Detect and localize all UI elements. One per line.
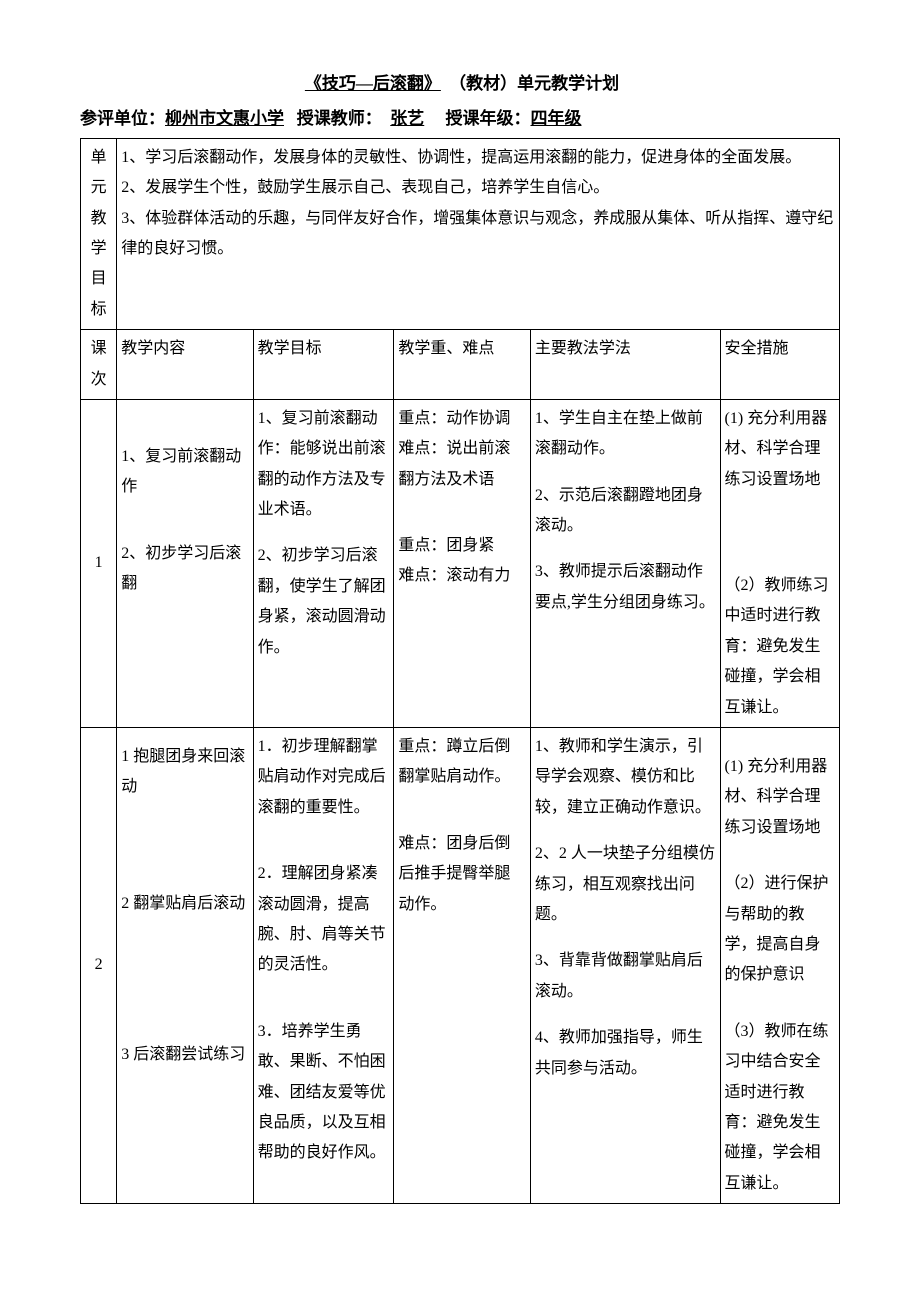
col-goal: 教学目标 [253,330,394,400]
focus-item: 重点：团身紧 难点：滚动有力 [398,531,525,592]
title-plain: （教材）单元教学计划 [449,74,619,93]
lesson-focus-cell: 重点：动作协调 难点：说出前滚翻方法及术语 重点：团身紧 难点：滚动有力 [394,399,530,727]
lesson-num: 1 [91,548,107,578]
org-value: 柳州市文惠小学 [165,109,284,128]
lesson-goal-cell: 1、复习前滚翻动作：能够说出前滚翻的动作方法及专业术语。 2、初步学习后滚翻，使… [253,399,394,727]
safe-item: （3）教师在练习中结合安全适时进行教育：避免发生碰撞，学会相互谦让。 [725,1017,835,1199]
content-item: 2 翻掌贴肩后滚动 [121,889,248,919]
safe-item: （2）进行保护与帮助的教学，提高自身的保护意识 [725,869,835,991]
goal-line: 1、学习后滚翻动作，发展身体的灵敏性、协调性，提高运用滚翻的能力，促进身体的全面… [121,143,835,173]
lesson-row: 1 1、复习前滚翻动作 2、初步学习后滚翻 1、复习前滚翻动作：能够说出前滚翻的… [81,399,840,727]
goals-label: 单元教学目标 [91,143,107,325]
goals-cell: 1、学习后滚翻动作，发展身体的灵敏性、协调性，提高运用滚翻的能力，促进身体的全面… [117,138,840,329]
col-method: 主要教法学法 [530,330,720,400]
method-item: 2、2 人一块垫子分组模仿练习，相互观察找出问题。 [535,839,716,930]
safe-item: （2）教师练习中适时进行教育：避免发生碰撞，学会相互谦让。 [725,571,835,723]
teacher-value: 张艺 [390,109,424,128]
col-safe-text: 安全措施 [725,340,789,357]
col-focus: 教学重、难点 [394,330,530,400]
org-label: 参评单位： [80,109,165,128]
lesson-focus-cell: 重点：蹲立后倒翻掌贴肩动作。 难点：团身后倒后推手提臀举腿动作。 [394,728,530,1204]
goal-item: 2、初步学习后滚翻，使学生了解团身紧，滚动圆滑动作。 [258,541,390,663]
goal-item: 3．培养学生勇敢、果断、不怕困难、团结友爱等优良品质，以及互相帮助的良好作风。 [258,1017,390,1169]
lesson-num-cell: 2 [81,728,117,1204]
method-item: 2、示范后滚翻蹬地团身滚动。 [535,481,716,542]
teacher-label: 授课教师： [297,109,382,128]
focus-item: 难点：团身后倒后推手提臀举腿动作。 [398,829,525,920]
header-row: 课次 教学内容 教学目标 教学重、难点 主要教法学法 安全措施 [81,330,840,400]
lesson-goal-cell: 1．初步理解翻掌贴肩动作对完成后滚翻的重要性。 2．理解团身紧凑滚动圆滑，提高腕… [253,728,394,1204]
method-item: 1、教师和学生演示，引导学会观察、模仿和比较，建立正确动作意识。 [535,732,716,823]
col-content-text: 教学内容 [121,340,185,357]
lesson-num: 2 [91,950,107,980]
lesson-row: 2 1 抱腿团身来回滚动 2 翻掌贴肩后滚动 3 后滚翻尝试练习 1．初步理解翻… [81,728,840,1204]
focus-item: 重点：蹲立后倒翻掌贴肩动作。 [398,732,525,793]
focus-item: 重点：动作协调 难点：说出前滚翻方法及术语 [398,404,525,495]
lesson-method-cell: 1、学生自主在垫上做前滚翻动作。 2、示范后滚翻蹬地团身滚动。 3、教师提示后滚… [530,399,720,727]
content-item: 2、初步学习后滚翻 [121,539,248,600]
plan-table: 单元教学目标 1、学习后滚翻动作，发展身体的灵敏性、协调性，提高运用滚翻的能力，… [80,138,840,1204]
doc-title: 《技巧—后滚翻》 （教材）单元教学计划 [80,70,840,99]
content-item: 1、复习前滚翻动作 [121,442,248,503]
method-item: 3、背靠背做翻掌贴肩后滚动。 [535,946,716,1007]
lesson-method-cell: 1、教师和学生演示，引导学会观察、模仿和比较，建立正确动作意识。 2、2 人一块… [530,728,720,1204]
doc-meta: 参评单位：柳州市文惠小学 授课教师： 张艺 授课年级：四年级 [80,105,840,134]
method-item: 1、学生自主在垫上做前滚翻动作。 [535,404,716,465]
goal-item: 1、复习前滚翻动作：能够说出前滚翻的动作方法及专业术语。 [258,404,390,526]
lesson-num-cell: 1 [81,399,117,727]
content-item: 1 抱腿团身来回滚动 [121,742,248,803]
goal-item: 1．初步理解翻掌贴肩动作对完成后滚翻的重要性。 [258,732,390,823]
grade-label: 授课年级： [446,109,531,128]
goal-line: 2、发展学生个性，鼓励学生展示自己、表现自己，培养学生自信心。 [121,173,835,203]
goals-row: 单元教学目标 1、学习后滚翻动作，发展身体的灵敏性、协调性，提高运用滚翻的能力，… [81,138,840,329]
content-item: 3 后滚翻尝试练习 [121,1040,248,1070]
lesson-safe-cell: (1) 充分利用器材、科学合理练习设置场地 （2）教师练习中适时进行教育：避免发… [720,399,839,727]
col-safe: 安全措施 [720,330,839,400]
title-underline: 《技巧—后滚翻》 [301,74,445,93]
lesson-safe-cell: (1) 充分利用器材、科学合理练习设置场地 （2）进行保护与帮助的教学，提高自身… [720,728,839,1204]
method-item: 4、教师加强指导，师生共同参与活动。 [535,1023,716,1084]
goal-line: 3、体验群体活动的乐趣，与同伴友好合作，增强集体意识与观念，养成服从集体、听从指… [121,204,835,265]
col-lesson-text: 课次 [91,334,107,395]
lesson-content-cell: 1 抱腿团身来回滚动 2 翻掌贴肩后滚动 3 后滚翻尝试练习 [117,728,253,1204]
col-focus-text: 教学重、难点 [398,340,494,357]
col-goal-text: 教学目标 [258,340,322,357]
lesson-content-cell: 1、复习前滚翻动作 2、初步学习后滚翻 [117,399,253,727]
goal-item: 2．理解团身紧凑滚动圆滑，提高腕、肘、肩等关节的灵活性。 [258,859,390,981]
col-lesson: 课次 [81,330,117,400]
safe-item: (1) 充分利用器材、科学合理练习设置场地 [725,752,835,843]
col-method-text: 主要教法学法 [535,340,631,357]
goals-label-cell: 单元教学目标 [81,138,117,329]
col-content: 教学内容 [117,330,253,400]
method-item: 3、教师提示后滚翻动作要点,学生分组团身练习。 [535,557,716,618]
grade-value: 四年级 [531,109,582,128]
safe-item: (1) 充分利用器材、科学合理练习设置场地 [725,404,835,495]
